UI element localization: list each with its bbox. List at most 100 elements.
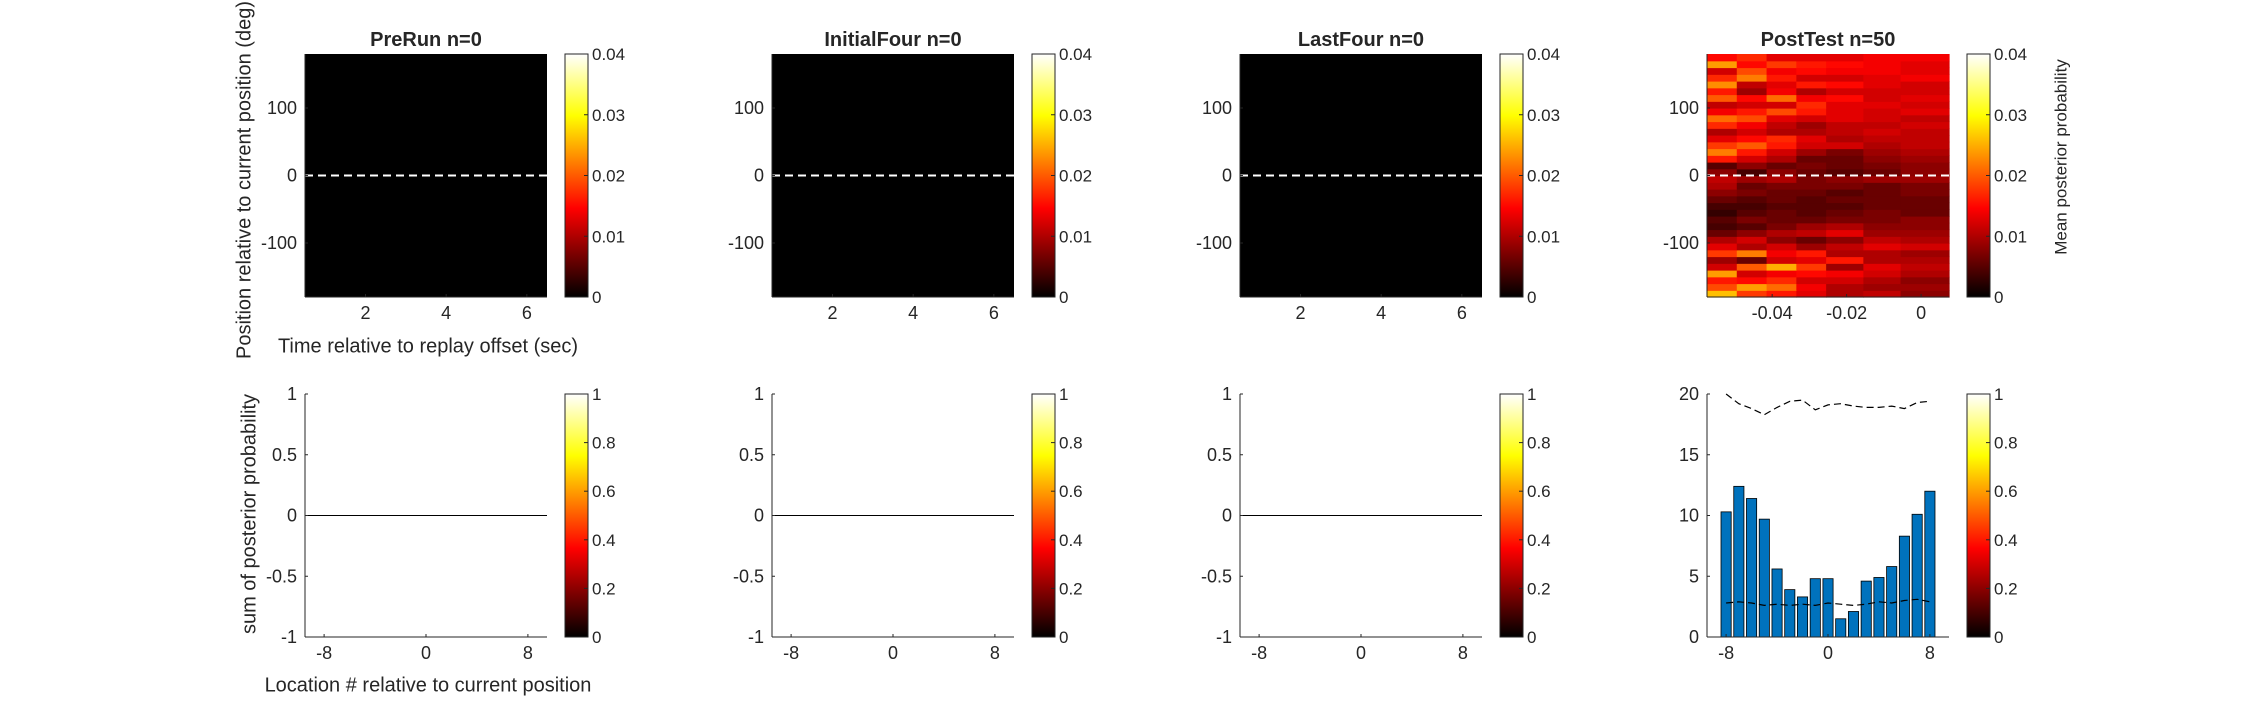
heatmap-cell xyxy=(1826,94,1864,102)
heatmap-cell xyxy=(1796,108,1827,116)
heatmap-cell xyxy=(1826,290,1864,298)
colorbar-tick-label: 0.01 xyxy=(592,227,625,246)
colorbar-tick-label: 0.02 xyxy=(592,167,625,186)
heatmap-cell xyxy=(1736,182,1768,190)
y-tick-label: 0.5 xyxy=(739,445,764,465)
heatmap-cell xyxy=(1796,101,1827,109)
heatmap-cell xyxy=(1826,60,1864,69)
x-tick-label: 0 xyxy=(1356,643,1366,663)
heatmap-cell xyxy=(1707,249,1738,258)
heatmap-cell xyxy=(1826,108,1864,116)
heatmap-cell xyxy=(1900,222,1950,231)
heatmap-cell xyxy=(1707,175,1738,183)
heatmap-cell xyxy=(1736,243,1768,251)
colorbar-tick-label: 0.4 xyxy=(1994,531,2018,550)
subplot-title: PreRun n=0 xyxy=(370,29,482,51)
colorbar-tick-label: 0.6 xyxy=(592,482,616,501)
heatmap-cell xyxy=(1796,290,1827,298)
heatmap-cell xyxy=(1863,60,1902,69)
colorbar xyxy=(1499,393,1524,638)
heatmap-cell xyxy=(1766,263,1797,271)
heatmap-cell xyxy=(1900,229,1950,237)
heatmap-cell xyxy=(1796,189,1827,197)
heatmap-cell xyxy=(1766,114,1797,123)
colorbar-label: Mean posterior probability xyxy=(2051,59,2070,255)
heatmap-cell xyxy=(1826,209,1864,217)
heatmap-cell xyxy=(1766,168,1797,177)
x-tick-label: 2 xyxy=(360,303,370,323)
heatmap-cell xyxy=(1863,94,1902,102)
colorbar-tick-label: 0.02 xyxy=(1994,167,2027,186)
colorbar-tick-label: 0.01 xyxy=(1059,227,1092,246)
heatmap-cell xyxy=(1796,236,1827,244)
heatmap-cell xyxy=(1707,182,1738,190)
subplot-7: -8 0 8 -1 -0.5 0 0.5 1 0 0.2 0.4 0.6 0.8 1 xyxy=(1201,384,1551,663)
heatmap-cell xyxy=(1796,162,1827,170)
subplot-title: InitialFour n=0 xyxy=(824,29,961,51)
x-tick-label: -8 xyxy=(1251,643,1267,663)
y-tick-label: 100 xyxy=(1669,98,1699,118)
heatmap-cell xyxy=(1900,54,1950,62)
colorbar-tick-label: 1 xyxy=(1994,385,2003,404)
x-tick-label: 0 xyxy=(421,643,431,663)
heatmap-cell xyxy=(1766,128,1797,136)
heatmap-cell xyxy=(1736,236,1768,244)
y-tick-label: 0 xyxy=(754,166,764,186)
x-tick-label: 6 xyxy=(989,303,999,323)
colorbar-tick-label: 0.2 xyxy=(592,579,616,598)
colorbar-tick-label: 0.6 xyxy=(1059,482,1083,501)
y-tick-label: 0 xyxy=(754,506,764,526)
heatmap-cell xyxy=(1707,216,1738,224)
colorbar xyxy=(1966,393,1991,638)
heatmap-cell xyxy=(1826,236,1864,244)
heatmap-cell xyxy=(1707,276,1738,285)
heatmap-cell xyxy=(1766,54,1797,62)
y-tick-label: -100 xyxy=(728,233,764,253)
heatmap-cell xyxy=(1736,74,1768,82)
heatmap-cell xyxy=(1863,108,1902,116)
y-tick-label: -0.5 xyxy=(733,566,764,586)
heatmap-cell xyxy=(1707,74,1738,82)
heatmap-cell xyxy=(1900,128,1950,136)
heatmap-cell xyxy=(1863,148,1902,156)
heatmap-cell xyxy=(1736,101,1768,109)
heatmap-cell xyxy=(1766,94,1797,102)
heatmap-cell xyxy=(1766,162,1797,170)
heatmap-cell xyxy=(1736,290,1768,298)
heatmap-cell xyxy=(1826,249,1864,258)
heatmap-cell xyxy=(1826,222,1864,231)
heatmap-cell xyxy=(1736,67,1768,75)
heatmap-cell xyxy=(1826,256,1864,264)
heatmap-cell xyxy=(1796,121,1827,129)
heatmap-cell xyxy=(1900,162,1950,170)
heatmap-cell xyxy=(1826,175,1864,183)
heatmap-cell xyxy=(1707,141,1738,150)
heatmap-cell xyxy=(1766,216,1797,224)
heatmap-cell xyxy=(1826,114,1864,123)
heatmap-cell xyxy=(1766,270,1797,278)
heatmap-cell xyxy=(1826,54,1864,62)
y-tick-label: 100 xyxy=(267,98,297,118)
colorbar-tick-label: 0 xyxy=(592,288,601,307)
bar xyxy=(1771,568,1783,638)
heatmap-cell xyxy=(1863,270,1902,278)
heatmap-cell xyxy=(1766,148,1797,156)
heatmap-cell xyxy=(1863,155,1902,163)
x-tick-label: 4 xyxy=(908,303,918,323)
y-tick-label: 5 xyxy=(1689,566,1699,586)
y-tick-label: 100 xyxy=(734,98,764,118)
heatmap-cell xyxy=(1900,290,1950,298)
heatmap-cell xyxy=(1900,81,1950,89)
heatmap-cell xyxy=(1900,209,1950,217)
colorbar-tick-label: 0 xyxy=(1527,628,1536,647)
heatmap-cell xyxy=(1796,175,1827,183)
heatmap-cell xyxy=(1863,209,1902,217)
colorbar-tick-label: 0 xyxy=(1994,288,2003,307)
bar xyxy=(1758,518,1770,638)
y-tick-label: -0.5 xyxy=(1201,566,1232,586)
heatmap-cell xyxy=(1796,202,1827,210)
colorbar-tick-label: 0 xyxy=(1527,288,1536,307)
heatmap-cell xyxy=(1863,256,1902,264)
colorbar-tick-label: 0.03 xyxy=(1527,106,1560,125)
heatmap-cell xyxy=(1863,276,1902,285)
